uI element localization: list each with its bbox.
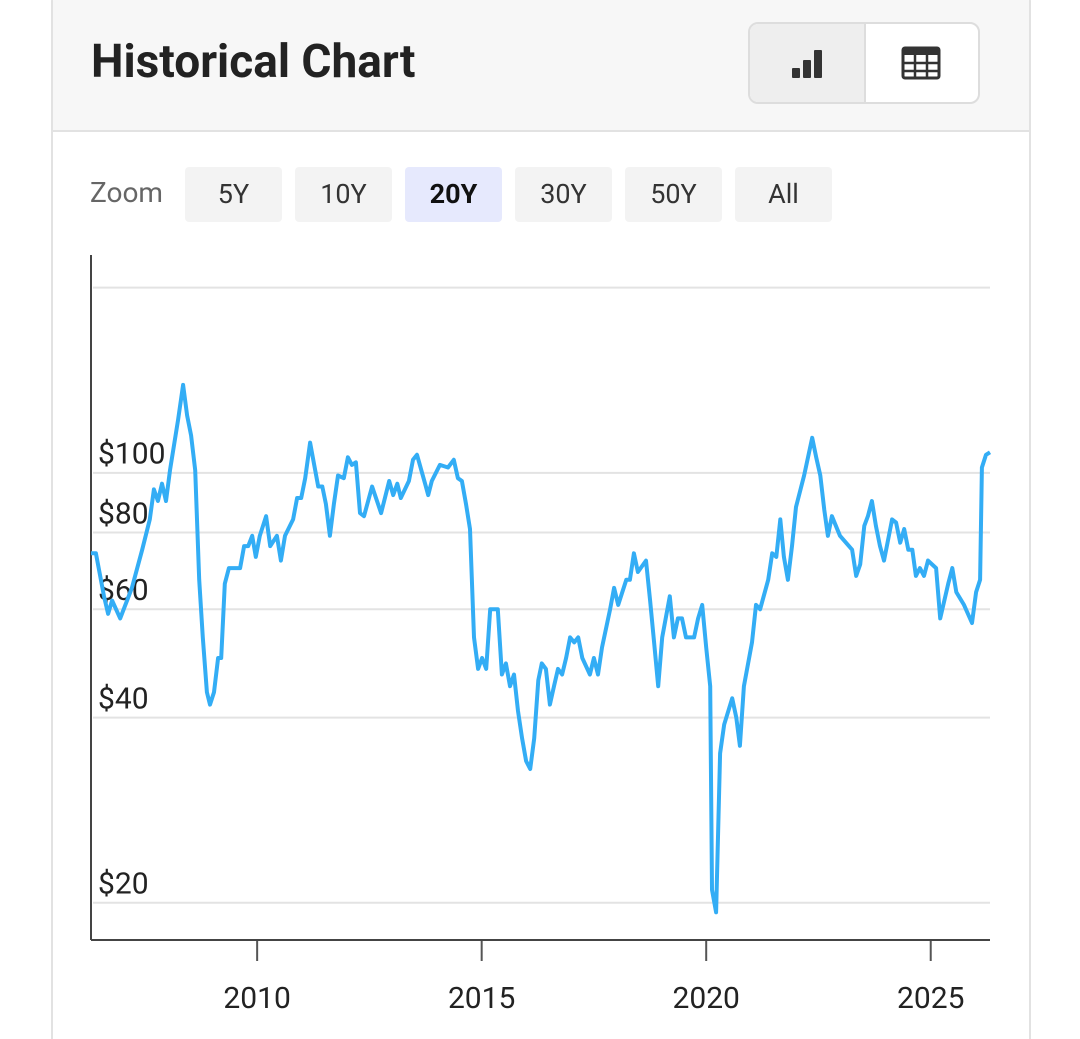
zoom-label: Zoom xyxy=(90,176,163,209)
x-tick-label: 2010 xyxy=(223,981,290,1016)
y-tick-label: $80 xyxy=(98,496,149,531)
zoom-button[interactable]: 10Y xyxy=(295,167,392,222)
y-tick-label: $100 xyxy=(98,437,165,472)
card-header: Historical Chart xyxy=(53,0,1029,132)
table-icon xyxy=(901,46,941,80)
chart-view-button[interactable] xyxy=(750,24,866,102)
view-toggle xyxy=(748,22,980,104)
title: Historical Chart xyxy=(91,35,416,89)
x-tick-label: 2020 xyxy=(672,981,739,1016)
zoom-button[interactable]: All xyxy=(735,167,832,222)
y-tick-label: $20 xyxy=(98,867,149,902)
zoom-button[interactable]: 5Y xyxy=(185,167,282,222)
x-tick-label: 2015 xyxy=(448,981,515,1016)
x-tick-label: 2025 xyxy=(897,981,964,1016)
zoom-button[interactable]: 30Y xyxy=(515,167,612,222)
zoom-button[interactable]: 50Y xyxy=(625,167,722,222)
bar-icon xyxy=(792,50,822,78)
table-view-button[interactable] xyxy=(864,24,978,102)
y-tick-label: $40 xyxy=(98,682,149,717)
zoom-button[interactable]: 20Y xyxy=(405,167,502,222)
price-line xyxy=(91,382,992,915)
